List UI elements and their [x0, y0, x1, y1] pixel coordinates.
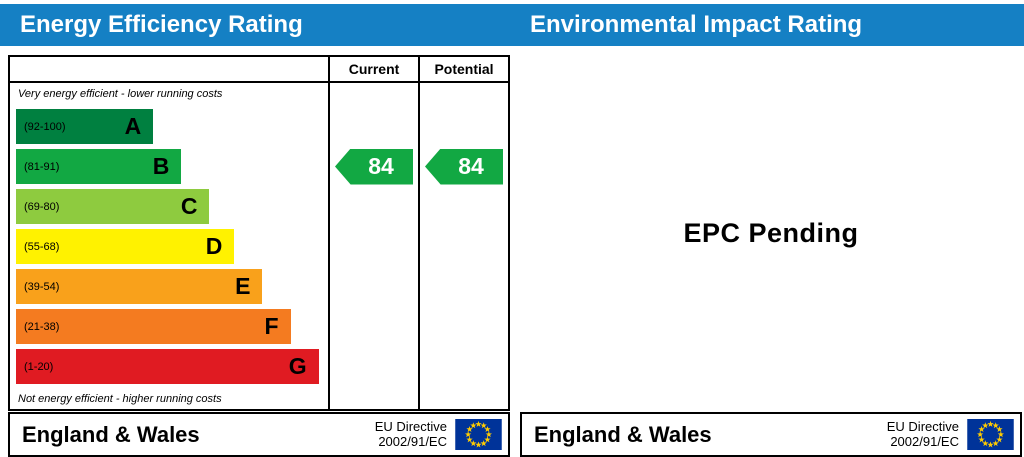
- band-row-D: (55-68) D: [16, 227, 328, 267]
- potential-column-header: Potential: [418, 57, 508, 83]
- band-letter: F: [264, 313, 279, 339]
- band-range-label: (21-38): [24, 320, 60, 333]
- band-row-A: (92-100) A: [16, 107, 328, 147]
- energy-efficiency-title: Energy Efficiency Rating: [20, 11, 303, 38]
- eu-directive-label: EU Directive 2002/91/EC: [374, 418, 455, 449]
- energy-footer: England & Wales EU Directive 2002/91/EC: [8, 412, 510, 457]
- top-note: Very energy efficient - lower running co…: [18, 88, 223, 100]
- epc-pending-text: EPC Pending: [683, 217, 859, 248]
- current-column-header: Current: [328, 57, 418, 83]
- potential-value-cell: 84: [418, 83, 508, 409]
- energy-rating-chart: Current Potential Very energy efficient …: [8, 55, 510, 411]
- band-letter: G: [288, 353, 307, 379]
- band-range-label: (39-54): [24, 280, 60, 293]
- band-letter: E: [235, 273, 251, 299]
- band-range-label: (55-68): [24, 240, 60, 253]
- eu-directive-line2: 2002/91/EC: [890, 433, 959, 449]
- potential-rating-value: 84: [458, 153, 484, 179]
- band-range-label: (1-20): [24, 360, 54, 373]
- band-bar-D: (55-68) D: [16, 229, 235, 264]
- band-row-E: (39-54) E: [16, 267, 328, 307]
- current-arrow: 84: [335, 148, 413, 185]
- band-letter: D: [205, 233, 223, 259]
- band-letter: B: [152, 153, 170, 179]
- environmental-impact-title: Environmental Impact Rating: [530, 11, 863, 38]
- band-row-C: (69-80) C: [16, 187, 328, 227]
- band-range-label: (92-100): [24, 120, 66, 133]
- chart-corner-cell: [10, 57, 328, 83]
- eu-directive-line1: EU Directive: [374, 418, 447, 434]
- band-letter: C: [180, 193, 198, 219]
- band-bar-F: (21-38) F: [16, 309, 291, 344]
- impact-panel-body: EPC Pending: [520, 55, 1022, 411]
- current-rating-value: 84: [368, 153, 394, 179]
- title-bar: Energy Efficiency Rating Environmental I…: [0, 4, 1024, 46]
- impact-footer: England & Wales EU Directive 2002/91/EC: [520, 412, 1022, 457]
- eu-flag-icon: [455, 419, 502, 450]
- band-bar-E: (39-54) E: [16, 269, 263, 304]
- eu-directive-line2: 2002/91/EC: [378, 433, 447, 449]
- bottom-note: Not energy efficient - higher running co…: [18, 393, 222, 405]
- eu-directive-label: EU Directive 2002/91/EC: [886, 418, 967, 449]
- band-range-label: (69-80): [24, 200, 60, 213]
- potential-arrow: 84: [425, 148, 503, 185]
- band-bar-G: (1-20) G: [16, 349, 319, 384]
- band-row-B: (81-91) B: [16, 147, 328, 187]
- current-value-cell: 84: [328, 83, 418, 409]
- band-letter: A: [124, 113, 142, 139]
- region-label: England & Wales: [22, 421, 200, 447]
- bands: (92-100) A (81-91) B (69-80) C (55-68) D (39-54)…: [16, 107, 328, 387]
- eu-flag-icon: [967, 419, 1014, 450]
- region-label: England & Wales: [534, 421, 712, 447]
- band-bar-A: (92-100) A: [16, 109, 154, 144]
- band-row-F: (21-38) F: [16, 307, 328, 347]
- band-row-G: (1-20) G: [16, 347, 328, 387]
- band-bar-C: (69-80) C: [16, 189, 210, 224]
- eu-directive-line1: EU Directive: [886, 418, 959, 434]
- band-range-label: (81-91): [24, 160, 60, 173]
- band-bar-B: (81-91) B: [16, 149, 182, 184]
- rating-bands-area: Very energy efficient - lower running co…: [10, 83, 328, 409]
